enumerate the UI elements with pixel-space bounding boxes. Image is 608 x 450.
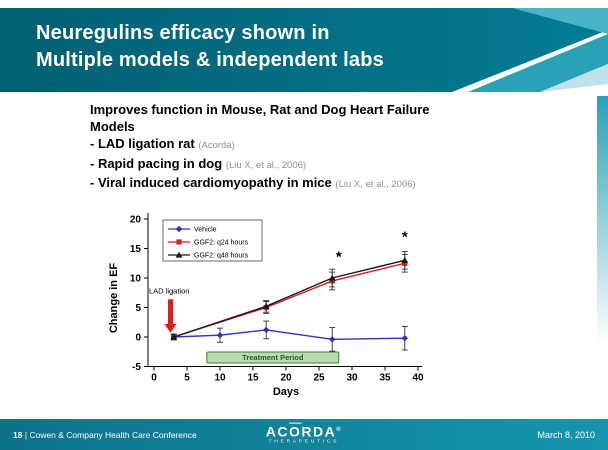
y-tick-group: -5 0 5 10 15 20: [130, 215, 148, 373]
acorda-logo: ACORDA® THERAPEUTICS: [266, 424, 342, 445]
bullet-citation: (Liu X, et al., 2006): [225, 159, 307, 171]
page-number: 18: [13, 429, 23, 440]
bullet-citation: (Acorda): [198, 140, 235, 151]
header-corner-accent: [512, 8, 608, 34]
logo-pre: AC: [265, 423, 290, 440]
ef-chart: -5 0 5 10 15 20 0 5 10 15 20 25 30 35 40 Days Change in …: [106, 203, 446, 408]
y-tick-label: 15: [130, 244, 142, 255]
lad-ligation-annotation: LAD ligation: [149, 286, 189, 333]
footer-separator: |: [24, 429, 28, 440]
series-ggf2-q48-hours: [170, 251, 409, 340]
x-tick-label: 40: [412, 373, 424, 384]
legend-label: Vehicle: [194, 227, 217, 234]
header-mid-accent: [468, 34, 608, 92]
x-tick-label: 30: [346, 373, 358, 384]
y-tick-label: 5: [135, 303, 141, 314]
footer-left-text: 18 | Cowen & Company Health Care Confere…: [13, 430, 197, 440]
heading-line1: Improves function in Mouse, Rat and Dog …: [90, 102, 430, 117]
x-tick-label: 35: [379, 373, 391, 384]
bullet-pacing-dog: - Rapid pacing in dog (Liu X, et al., 20…: [90, 155, 570, 175]
body-text-block: Improves function in Mouse, Rat and Dog …: [90, 101, 570, 194]
ef-chart-svg: -5 0 5 10 15 20 0 5 10 15 20 25 30 35 40 Days Change in …: [108, 213, 424, 398]
header-background: [0, 8, 608, 92]
slide-title-line1: Neuregulins efficacy shown in: [36, 22, 330, 44]
series-vehicle: [170, 320, 408, 352]
bullet-text: - Viral induced cardiomyopathy in mice: [90, 175, 332, 190]
slide-title-line2: Multiple models & independent labs: [36, 49, 384, 71]
legend-label: GGF2: q24 hours: [194, 240, 249, 247]
bullet-text: - Rapid pacing in dog: [90, 155, 223, 171]
treatment-period-bar: Treatment Period: [206, 351, 340, 364]
y-axis-title: Change in EF: [108, 263, 120, 334]
x-tick-label: 15: [247, 373, 259, 384]
significance-asterisk: *: [336, 248, 342, 265]
x-tick-group: 0 5 10 15 20 25 30 35 40: [151, 366, 424, 384]
bullet-viral-mice: - Viral induced cardiomyopathy in mice (…: [90, 174, 570, 194]
heading-line2: Models: [90, 119, 135, 134]
x-tick-label: 25: [313, 373, 325, 384]
bullet-citation: (Liu X, et al., 2006): [335, 179, 416, 190]
logo-o: O: [289, 423, 302, 440]
header-pale-accent: [540, 64, 608, 92]
x-tick-label: 0: [151, 373, 157, 384]
y-tick-label: 0: [135, 333, 141, 344]
lad-ligation-label: LAD ligation: [149, 286, 189, 295]
lad-arrow-icon: [164, 299, 177, 333]
logo-wordmark: ACORDA®: [266, 424, 342, 438]
y-tick-label: 20: [130, 215, 142, 226]
chart-legend: Vehicle GGF2: q24 hours GGF2: q48 hours: [162, 219, 263, 262]
legend-label: GGF2: q48 hours: [194, 253, 249, 260]
y-tick-label: -5: [132, 362, 141, 373]
x-tick-label: 5: [184, 373, 190, 384]
header-dark-band: [0, 8, 608, 92]
registered-mark: ®: [336, 426, 343, 433]
footer-bar: 18 | Cowen & Company Health Care Confere…: [0, 419, 608, 450]
footer-date: March 8, 2010: [537, 429, 595, 440]
bullet-lad-rat: - LAD ligation rat (Acorda): [90, 135, 570, 155]
bullet-text: - LAD ligation rat: [90, 136, 195, 151]
right-edge-accent-strip: [597, 96, 608, 344]
slide-title: Neuregulins efficacy shown in Multiple m…: [36, 20, 384, 74]
logo-subtext: THERAPEUTICS: [268, 439, 340, 445]
significance-asterisk: *: [402, 228, 408, 245]
treatment-period-label: Treatment Period: [242, 353, 304, 362]
y-tick-label: 10: [130, 274, 142, 285]
x-tick-label: 10: [214, 373, 226, 384]
x-tick-label: 20: [280, 373, 292, 384]
logo-post: RDA: [301, 423, 337, 440]
conference-name: Cowen & Company Health Care Conference: [29, 429, 197, 440]
x-axis-title: Days: [273, 386, 299, 398]
